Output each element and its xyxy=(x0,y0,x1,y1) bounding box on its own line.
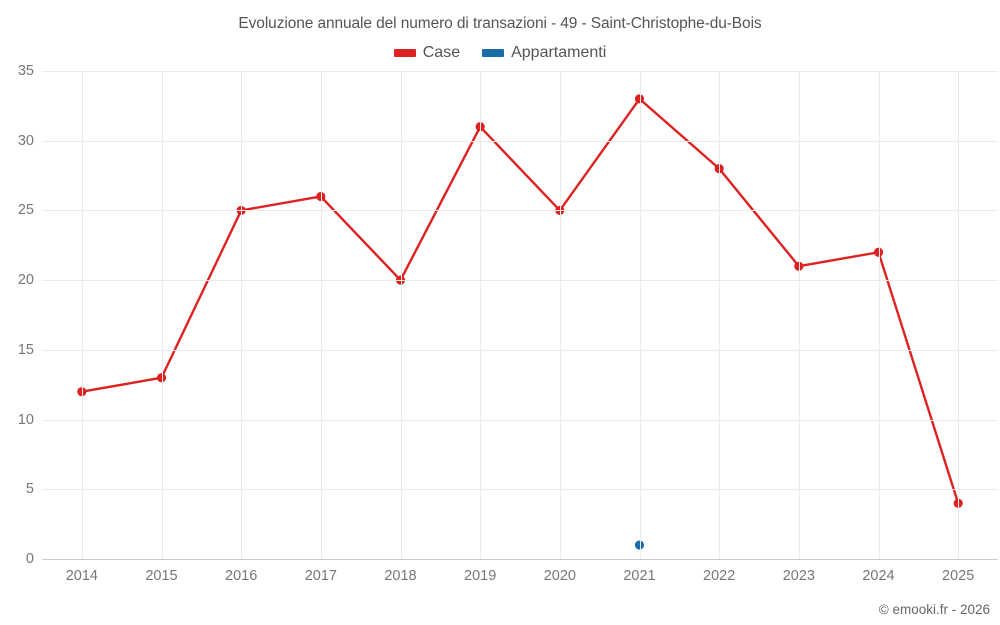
gridline-vertical xyxy=(480,71,482,559)
x-axis-tick-label: 2016 xyxy=(225,568,258,584)
gridline-vertical xyxy=(81,71,83,559)
y-axis-tick-labels: 0 5 10 15 20 25 30 35 xyxy=(0,0,34,625)
y-axis-tick-label: 10 xyxy=(17,411,34,428)
series-layer xyxy=(77,94,963,550)
legend-item-appartamenti[interactable]: Appartamenti xyxy=(482,44,606,62)
gridline-vertical xyxy=(639,71,641,559)
y-axis-tick-label: 15 xyxy=(17,341,34,358)
chart-legend: Case Appartamenti xyxy=(0,44,1000,62)
x-axis-tick-label: 2023 xyxy=(782,568,815,584)
x-axis-line xyxy=(42,559,998,560)
gridline-horizontal xyxy=(42,489,998,491)
x-axis-tick-label: 2018 xyxy=(384,568,417,584)
y-axis-tick-label: 0 xyxy=(25,551,34,567)
y-axis-tick-label: 5 xyxy=(25,481,34,498)
x-axis-tick-label: 2021 xyxy=(623,568,656,584)
gridline-horizontal xyxy=(42,71,998,72)
legend-swatch-appartamenti-icon xyxy=(482,49,505,57)
x-axis-tick-label: 2025 xyxy=(942,568,975,584)
gridline-horizontal xyxy=(42,210,998,212)
x-axis-tick-label: 2020 xyxy=(543,568,576,584)
series-line-case xyxy=(80,97,960,505)
plot-area xyxy=(42,71,998,560)
y-axis-tick-label: 30 xyxy=(17,132,34,149)
footer-credit: © emooki.fr - 2026 xyxy=(878,602,990,617)
legend-item-case[interactable]: Case xyxy=(393,44,461,62)
y-axis-tick-label: 20 xyxy=(17,272,34,289)
chart-title: Evoluzione annuale del numero di transaz… xyxy=(238,15,762,32)
x-axis-tick-label: 2024 xyxy=(862,568,895,584)
x-axis-tick-label: 2019 xyxy=(464,568,497,584)
gridline-horizontal xyxy=(42,280,998,282)
gridline-vertical xyxy=(878,71,880,559)
x-axis-tick-label: 2017 xyxy=(304,568,337,584)
gridline-vertical xyxy=(241,71,243,559)
gridline-vertical xyxy=(161,71,163,559)
legend-label-case: Case xyxy=(422,44,461,61)
gridline-vertical xyxy=(958,71,960,559)
legend-label-appartamenti: Appartamenti xyxy=(511,44,607,61)
gridline-vertical xyxy=(559,71,561,559)
x-axis-tick-label: 2014 xyxy=(65,568,98,584)
gridline-horizontal xyxy=(42,349,998,351)
gridline-vertical xyxy=(400,71,402,559)
x-axis-tick-label: 2015 xyxy=(145,568,178,584)
y-axis-tick-label: 35 xyxy=(17,63,34,79)
gridline-horizontal xyxy=(42,419,998,421)
gridline-vertical xyxy=(320,71,322,559)
gridline-horizontal xyxy=(42,140,998,142)
gridline-vertical xyxy=(719,71,721,559)
gridline-vertical xyxy=(798,71,800,559)
y-axis-tick-label: 25 xyxy=(17,202,34,219)
legend-swatch-case-icon xyxy=(393,49,416,57)
x-axis-tick-label: 2022 xyxy=(703,568,736,584)
